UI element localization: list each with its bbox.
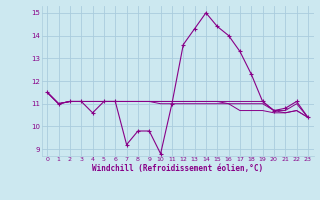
X-axis label: Windchill (Refroidissement éolien,°C): Windchill (Refroidissement éolien,°C): [92, 164, 263, 173]
